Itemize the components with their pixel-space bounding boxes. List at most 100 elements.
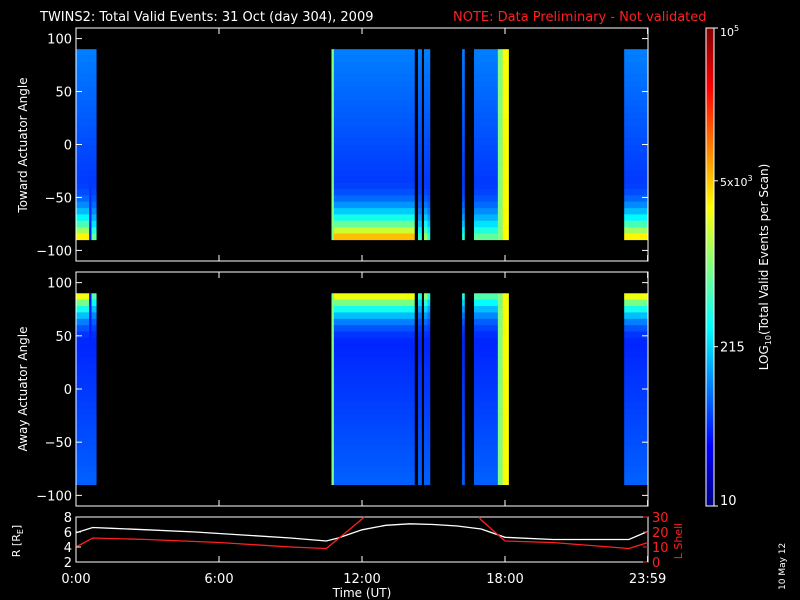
- radius-tick-label: 2: [64, 556, 72, 571]
- heatmap-cell: [624, 112, 649, 120]
- heatmap-cell: [91, 312, 97, 320]
- heatmap-cell: [502, 414, 509, 422]
- heatmap-cell: [497, 201, 503, 209]
- heatmap-cell: [474, 452, 499, 460]
- heatmap-cell: [423, 427, 428, 434]
- heatmap-cell: [427, 112, 431, 120]
- heatmap-cell: [418, 61, 422, 69]
- heatmap-cell: [502, 195, 509, 202]
- heatmap-cell: [423, 150, 428, 158]
- heatmap-cell: [331, 61, 335, 69]
- heatmap-cell: [474, 478, 499, 486]
- heatmap-cell: [91, 163, 97, 171]
- heatmap-cell: [91, 306, 97, 313]
- heatmap-cell: [76, 49, 90, 56]
- heatmap-cell: [333, 446, 415, 454]
- heatmap-cell: [423, 446, 428, 454]
- heatmap-cell: [462, 125, 465, 133]
- heatmap-cell: [333, 55, 415, 63]
- heatmap-cell: [418, 233, 422, 241]
- heatmap-cell: [423, 420, 428, 428]
- heatmap-cell: [89, 169, 92, 177]
- heatmap-cell: [423, 163, 428, 171]
- heatmap-cell: [502, 144, 509, 152]
- heatmap-cell: [497, 100, 503, 107]
- heatmap-cell: [624, 369, 649, 377]
- heatmap-cell: [418, 395, 422, 403]
- heatmap-cell: [474, 376, 499, 383]
- heatmap-cell: [89, 100, 92, 107]
- heatmap-cell: [624, 440, 649, 447]
- heatmap-cell: [418, 188, 422, 196]
- heatmap-cell: [427, 433, 431, 441]
- heatmap-cell: [331, 106, 335, 114]
- heatmap-cell: [462, 157, 465, 164]
- heatmap-cell: [333, 318, 415, 326]
- heatmap-cell: [474, 125, 499, 133]
- heatmap-cell: [502, 344, 509, 352]
- heatmap-cell: [462, 100, 465, 107]
- heatmap-cell: [497, 363, 503, 371]
- lshell-axis-label: L Shell: [672, 523, 685, 559]
- heatmap-cell: [418, 414, 422, 422]
- heatmap-cell: [502, 227, 509, 234]
- heatmap-cell: [76, 440, 90, 447]
- heatmap-cell: [418, 408, 422, 415]
- heatmap-cell: [423, 55, 428, 63]
- heatmap-cell: [624, 433, 649, 441]
- heatmap-cell: [418, 420, 422, 428]
- heatmap-cell: [76, 363, 90, 371]
- heatmap-cell: [423, 220, 428, 228]
- heatmap-cell: [331, 293, 335, 300]
- heatmap-cell: [427, 363, 431, 371]
- heatmap-cell: [331, 214, 335, 222]
- heatmap-cell: [76, 208, 90, 215]
- heatmap-cell: [427, 61, 431, 69]
- heatmap-cell: [91, 344, 97, 352]
- time-tick-label: 18:00: [486, 572, 523, 587]
- heatmap-cell: [418, 131, 422, 139]
- heatmap-cell: [497, 138, 503, 145]
- heatmap-cell: [423, 93, 428, 101]
- heatmap-cell: [89, 446, 92, 454]
- heatmap-cell: [418, 299, 422, 307]
- heatmap-cell: [76, 214, 90, 222]
- heatmap-cell: [427, 195, 431, 202]
- heatmap-cell: [76, 55, 90, 63]
- heatmap-cell: [423, 100, 428, 107]
- heatmap-cell: [331, 233, 335, 241]
- heatmap-cell: [474, 49, 499, 56]
- heatmap-cell: [91, 138, 97, 145]
- heatmap-cell: [418, 427, 422, 434]
- heatmap-cell: [91, 401, 97, 409]
- heatmap-cell: [497, 233, 503, 241]
- heatmap-cell: [89, 163, 92, 171]
- heatmap-cell: [474, 306, 499, 313]
- heatmap-cell: [624, 233, 649, 241]
- heatmap-cell: [76, 61, 90, 69]
- heatmap-cell: [333, 325, 415, 332]
- heatmap-cell: [624, 299, 649, 307]
- heatmap-cell: [462, 318, 465, 326]
- heatmap-cell: [427, 182, 431, 190]
- heatmap-cell: [474, 337, 499, 345]
- heatmap-cell: [502, 112, 509, 120]
- heatmap-cell: [418, 208, 422, 215]
- heatmap-cell: [502, 446, 509, 454]
- heatmap-cell: [418, 150, 422, 158]
- heatmap-cell: [76, 182, 90, 190]
- heatmap-cell: [76, 163, 90, 171]
- heatmap-cell: [462, 344, 465, 352]
- heatmap-cell: [76, 87, 90, 94]
- heatmap-cell: [462, 68, 465, 75]
- y-tick-label: 0: [64, 139, 72, 154]
- heatmap-cell: [502, 312, 509, 320]
- heatmap-cell: [427, 188, 431, 196]
- heatmap-cell: [474, 227, 499, 234]
- radius-tick-label: 8: [64, 511, 72, 526]
- heatmap-cell: [89, 465, 92, 473]
- heatmap-cell: [497, 306, 503, 313]
- heatmap-cell: [462, 414, 465, 422]
- heatmap-cell: [333, 195, 415, 202]
- heatmap-cell: [502, 408, 509, 415]
